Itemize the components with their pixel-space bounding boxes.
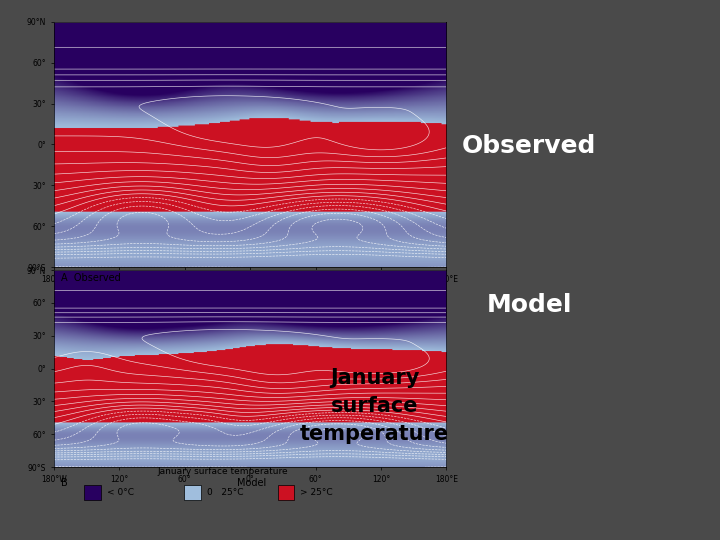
Text: January surface temperature: January surface temperature [158, 467, 289, 476]
Bar [84, 485, 101, 500]
Text: Model: Model [238, 478, 266, 488]
Text: > 25°C: > 25°C [300, 488, 333, 497]
Text: B: B [61, 478, 68, 488]
Text: < 0°C: < 0°C [107, 488, 134, 497]
Text: January
surface
temperature: January surface temperature [300, 368, 449, 444]
Bar [184, 485, 200, 500]
Text: 0   25°C: 0 25°C [207, 488, 243, 497]
Text: Model: Model [487, 293, 572, 317]
Text: A  Observed: A Observed [61, 273, 121, 283]
Text: Observed: Observed [462, 134, 596, 158]
Bar [278, 485, 294, 500]
